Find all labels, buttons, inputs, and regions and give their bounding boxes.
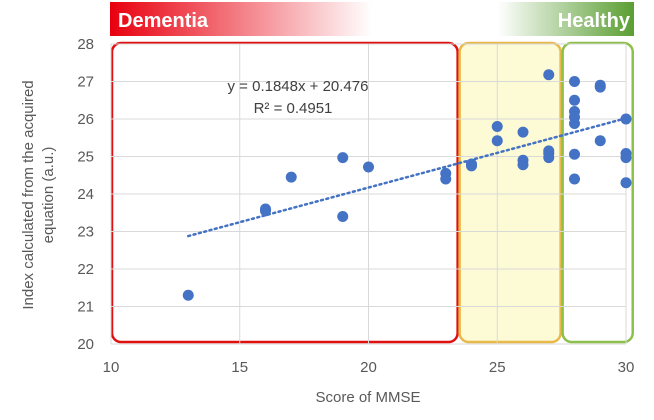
data-point: [517, 159, 529, 171]
score-region-1: [110, 41, 459, 344]
trendline-r-squared: R² = 0.4951: [254, 100, 333, 117]
data-point: [543, 69, 555, 81]
data-point: [337, 211, 349, 222]
category-band: [110, 2, 634, 36]
y-tick-label: 23: [77, 224, 94, 241]
data-point: [491, 135, 503, 147]
y-tick-label: 27: [77, 74, 94, 91]
score-region-2: [458, 41, 562, 344]
y-tick-label: 26: [77, 111, 94, 128]
data-point: [260, 203, 271, 215]
y-tick-label: 28: [77, 36, 94, 53]
x-tick-label: 25: [489, 359, 506, 376]
y-tick-label: 22: [77, 261, 94, 278]
data-point: [440, 173, 452, 185]
data-point: [620, 113, 632, 125]
data-point: [543, 152, 555, 164]
y-axis-title-line1: Index calculated from the acquired: [20, 80, 37, 309]
band-label-healthy: Healthy: [558, 10, 631, 32]
band-label-dementia: Dementia: [118, 10, 209, 32]
x-axis-title: Score of MMSE: [315, 389, 420, 406]
y-tick-label: 25: [77, 149, 94, 166]
data-point: [466, 158, 477, 170]
data-point: [569, 118, 580, 129]
score-region-3: [561, 41, 634, 344]
data-point: [594, 81, 606, 93]
y-tick-label: 21: [77, 299, 94, 316]
x-tick-label: 30: [618, 359, 635, 376]
data-point: [569, 76, 580, 87]
data-point: [594, 135, 606, 147]
y-axis-title-line2: equation (a.u.): [40, 147, 57, 244]
data-point: [569, 148, 580, 160]
data-point: [620, 177, 632, 189]
y-tick-label: 20: [77, 336, 94, 353]
y-tick-label: 24: [77, 186, 94, 203]
data-point: [569, 173, 580, 185]
data-point: [182, 289, 194, 301]
x-tick-label: 20: [360, 359, 377, 376]
data-point: [569, 94, 580, 106]
data-point: [363, 161, 374, 173]
data-point: [491, 121, 503, 132]
data-point: [620, 152, 632, 164]
trendline-equation: y = 0.1848x + 20.476: [228, 78, 369, 95]
x-tick-label: 10: [103, 359, 120, 376]
x-tick-label: 15: [231, 359, 248, 376]
data-point: [285, 171, 297, 183]
data-point: [337, 152, 349, 164]
trendline: [187, 117, 628, 238]
data-point: [517, 126, 529, 138]
